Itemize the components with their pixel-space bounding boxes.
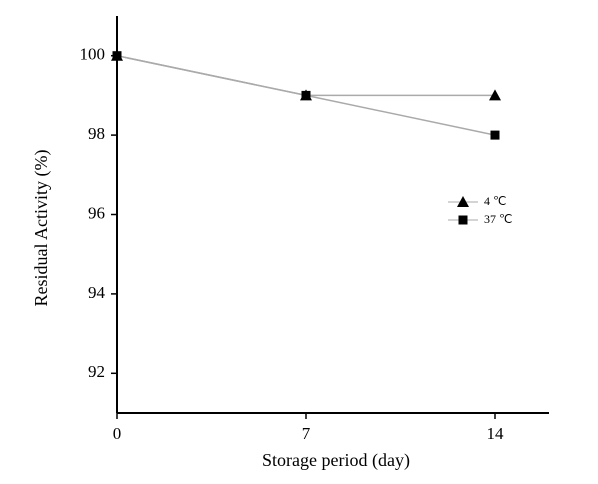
x-tick-label: 14 (487, 424, 505, 443)
legend-marker (458, 215, 468, 225)
x-tick-label: 0 (113, 424, 122, 443)
legend-marker (457, 196, 469, 207)
data-point (112, 51, 122, 61)
y-tick-label: 96 (88, 203, 105, 222)
data-point (490, 130, 500, 140)
y-axis-label: Residual Activity (%) (31, 150, 52, 307)
y-tick-label: 94 (88, 283, 106, 302)
y-tick-label: 100 (80, 45, 106, 64)
legend-label: 4 ℃ (484, 194, 506, 208)
x-axis-label: Storage period (day) (262, 450, 410, 471)
data-point (489, 89, 501, 101)
y-tick-label: 98 (88, 124, 105, 143)
data-point (301, 90, 311, 100)
x-tick-label: 7 (302, 424, 311, 443)
y-tick-label: 92 (88, 362, 105, 381)
legend-label: 37 ℃ (484, 212, 512, 226)
